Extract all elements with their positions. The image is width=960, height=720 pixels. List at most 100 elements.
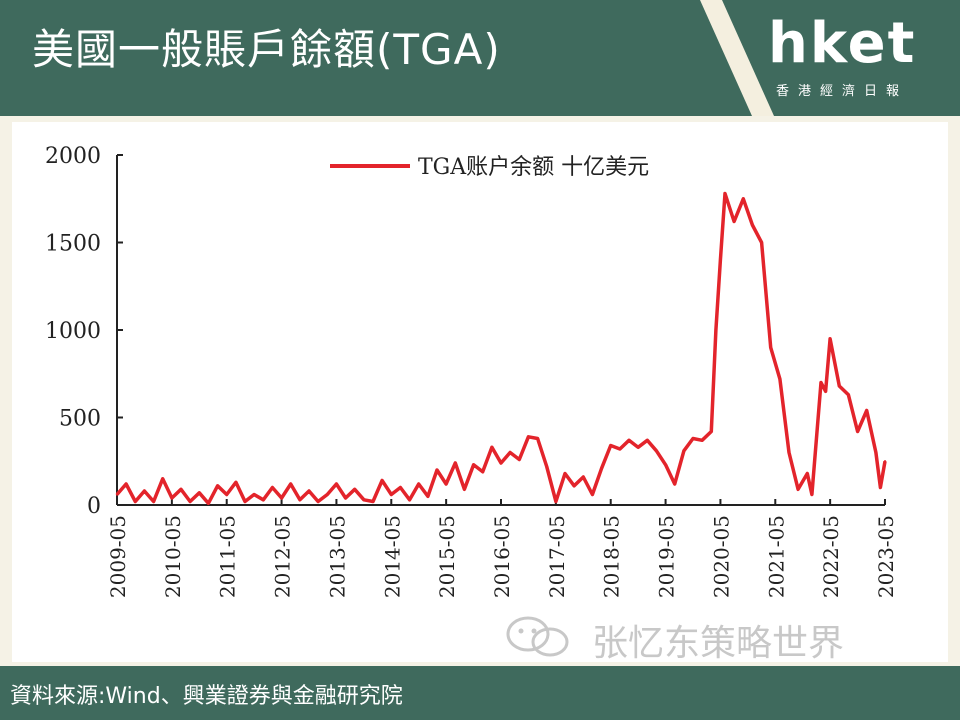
data-point [463,488,466,491]
data-point [198,491,201,494]
data-point [262,498,265,501]
data-point [810,493,814,496]
x-axis-ticks: 2009-05 2010-05 2011-05 2012-05 2013-05 2014-… [106,499,898,598]
legend-label: TGA账户余额 十亿美元 [418,155,649,180]
data-point [664,463,667,466]
data-point [216,484,219,487]
data-point [646,439,649,442]
data-point [732,220,736,223]
data-point [371,500,375,503]
data-point [307,489,311,493]
data-point [252,493,256,496]
page-title: 美國一般賬戶餘額(TGA) [32,25,501,74]
data-point [518,458,521,461]
x-tick-label: 2016-05 [490,515,514,598]
data-point [426,495,430,498]
data-point [655,449,658,452]
data-point [289,482,292,486]
data-point [769,346,772,349]
x-tick-label: 2019-05 [655,515,679,598]
data-point [572,484,576,487]
data-point [508,451,512,454]
data-point [714,328,718,332]
data-point [207,502,210,505]
data-point [335,482,338,486]
data-point [490,446,494,449]
x-tick-label: 2018-05 [600,515,624,598]
data-point [390,493,393,496]
data-point [481,470,484,473]
data-point [280,496,283,500]
data-point [234,481,238,484]
y-axis-ticks: 0 500 1000 1500 2000 [45,144,123,519]
data-point [609,444,612,447]
data-point [636,446,640,449]
y-tick-label: 500 [59,407,101,432]
data-point [134,500,137,503]
data-point [591,493,594,496]
data-point [879,486,882,489]
data-point [326,493,329,496]
x-tick-label: 2020-05 [709,515,733,598]
footer-bar: 資料來源:Wind、興業證券與金融研究院 [0,666,960,720]
x-tick-label: 2009-05 [106,515,130,598]
data-point [796,488,800,491]
data-point [710,430,713,433]
data-point [545,465,548,468]
data-point [316,500,320,503]
data-point [161,477,164,480]
data-point [298,498,302,501]
x-tick-label: 2017-05 [545,515,569,598]
x-tick-label: 2023-05 [874,515,898,598]
data-point [362,498,366,501]
x-tick-label: 2013-05 [325,515,349,598]
data-point [115,493,119,496]
data-point [499,461,503,465]
data-point [691,437,695,440]
data-point [719,258,722,262]
data-point [399,486,402,489]
data-point [417,482,420,486]
data-point [700,439,704,442]
data-point [627,439,631,442]
y-tick-label: 1500 [45,232,101,257]
data-point [673,482,676,486]
y-tick-label: 1000 [45,319,101,344]
data-point [170,496,174,500]
data-point [778,377,782,381]
data-point [856,430,859,433]
data-point [682,449,686,452]
data-point [143,489,146,493]
data-point [179,488,183,491]
data-point [408,498,411,501]
data-point [847,393,850,396]
data-point [618,447,622,451]
data-point [582,475,585,479]
data-point [188,500,192,503]
x-tick-label: 2022-05 [819,515,843,598]
header-banner: 美國一般賬戶餘額(TGA) hket 香港經濟日報 [0,0,960,116]
data-point [723,192,727,195]
data-point [353,488,356,491]
data-point [824,390,827,393]
series-line [115,191,887,506]
data-point [828,337,832,340]
data-point [787,451,791,454]
data-point [819,381,823,384]
data-point [380,479,384,482]
data-point [742,197,745,200]
data-point [874,451,878,454]
data-point [271,486,274,489]
chart-panel: 0 500 1000 1500 2000 2009-05 2010-05 2011-05 20… [12,122,948,662]
data-point [243,500,247,503]
y-tick-label: 0 [87,494,101,519]
data-point [124,482,128,486]
chart-series [115,191,887,506]
data-point [600,467,603,470]
data-point [435,468,439,472]
x-tick-label: 2021-05 [764,515,788,598]
x-tick-label: 2011-05 [216,515,240,598]
x-tick-label: 2014-05 [380,515,404,598]
x-tick-label: 2012-05 [271,515,295,598]
source-note: 資料來源:Wind、興業證券與金融研究院 [10,684,403,709]
